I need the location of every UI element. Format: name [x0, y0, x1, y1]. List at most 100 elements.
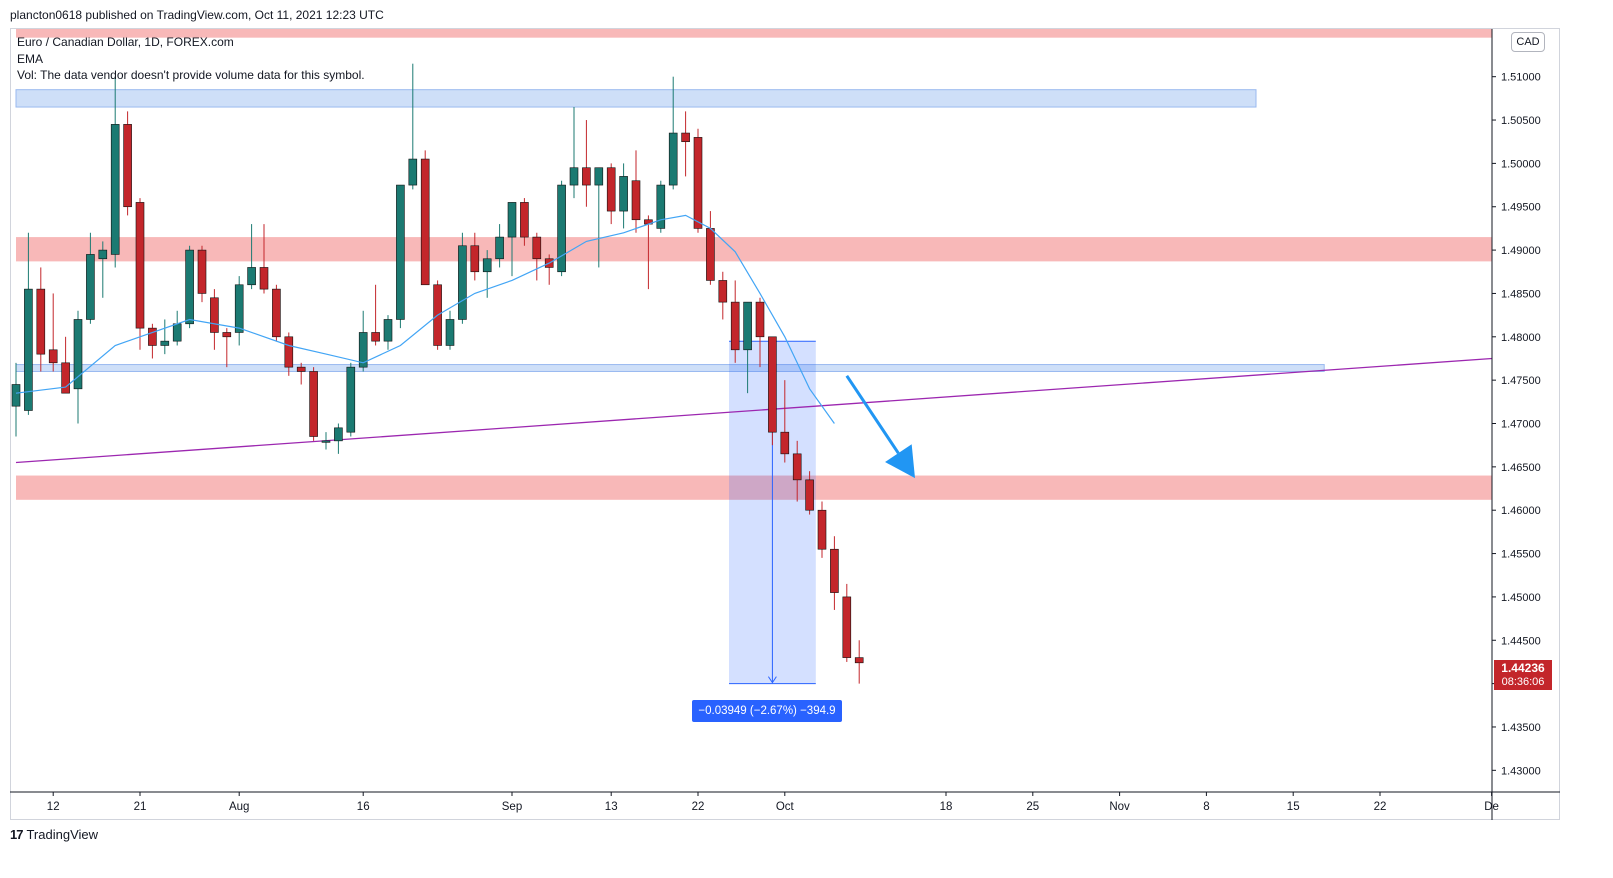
- measure-label: −0.03949 (−2.67%) −394.9: [692, 700, 842, 722]
- candle: [346, 362, 356, 437]
- candle: [854, 640, 864, 684]
- candle: [569, 107, 579, 199]
- candle: [61, 336, 70, 394]
- candle-body-up: [668, 132, 678, 186]
- price-tick-label: 1.48000: [1501, 332, 1541, 344]
- candle-body-down: [606, 167, 616, 212]
- candle-body-up: [396, 184, 405, 320]
- candle: [396, 184, 405, 329]
- candle: [247, 224, 256, 290]
- candle: [321, 432, 331, 450]
- candle-body-up: [98, 249, 108, 260]
- candle: [520, 198, 529, 246]
- candle-body-up: [110, 124, 120, 255]
- candle: [830, 536, 839, 610]
- ascending-trendline: [15, 357, 1493, 464]
- candle-body-up: [557, 184, 566, 273]
- candle-body-up: [458, 245, 467, 320]
- candle-body-down: [792, 453, 802, 481]
- candle-body-up: [445, 319, 455, 346]
- candle: [284, 332, 294, 376]
- candle: [334, 423, 343, 454]
- blue-zone: [15, 364, 1325, 372]
- forecast-arrow-head: [885, 444, 915, 479]
- candle-body-up: [495, 236, 504, 260]
- price-tick-label: 1.43500: [1501, 722, 1541, 734]
- candle: [420, 150, 430, 286]
- candle: [495, 224, 504, 268]
- candle-body-up: [73, 319, 83, 390]
- chart-legend: Euro / Canadian Dollar, 1D, FOREX.com EM…: [17, 34, 365, 84]
- candle-body-down: [780, 431, 790, 455]
- candle: [718, 271, 728, 320]
- candle-body-down: [210, 297, 219, 333]
- price-tick-label: 1.51000: [1501, 72, 1541, 84]
- candle-body-down: [805, 479, 814, 511]
- candle-body-down: [718, 280, 728, 303]
- tradingview-brand: TradingView: [26, 827, 99, 842]
- candle: [842, 583, 852, 662]
- time-tick-label: Nov: [1109, 801, 1130, 813]
- candle: [755, 297, 765, 368]
- candle: [792, 440, 802, 502]
- candle-body-up: [346, 366, 356, 433]
- candle: [148, 323, 157, 359]
- candle: [594, 167, 604, 268]
- candle: [172, 310, 182, 346]
- currency-badge[interactable]: CAD: [1511, 32, 1545, 52]
- time-tick-label: 25: [1026, 801, 1039, 813]
- price-tick-label: 1.45000: [1501, 592, 1541, 604]
- ema-indicator-label[interactable]: EMA: [17, 51, 44, 66]
- candle-body-down: [309, 371, 318, 437]
- candle: [619, 163, 628, 229]
- candle: [24, 232, 33, 415]
- candle: [730, 280, 740, 363]
- candle: [197, 245, 207, 303]
- trendline-layer: [15, 357, 1493, 464]
- symbol-title[interactable]: Euro / Canadian Dollar, 1D, FOREX.com: [17, 35, 234, 49]
- time-tick-label: 22: [692, 801, 705, 813]
- candle-body-down: [681, 132, 690, 143]
- candle-body-down: [582, 167, 591, 186]
- measure-arrowhead: [767, 676, 777, 684]
- candle-body-down: [532, 236, 542, 260]
- time-tick-label: 18: [940, 801, 953, 813]
- candle-body-down: [706, 228, 715, 281]
- ema-layer: [15, 214, 835, 424]
- blue-zone: [15, 89, 1257, 108]
- price-tick-label: 1.44500: [1501, 635, 1541, 647]
- candle: [768, 336, 777, 446]
- price-tick-label: 1.49000: [1501, 245, 1541, 257]
- arrow-layer: [845, 374, 915, 479]
- forecast-arrow-shaft: [845, 374, 900, 454]
- red-zone: [16, 29, 1492, 38]
- last-price-value: 1.44236: [1501, 661, 1545, 675]
- price-tick-label: 1.50500: [1501, 115, 1541, 127]
- candle: [606, 163, 616, 225]
- time-tick-label: 22: [1374, 801, 1387, 813]
- red-zone: [16, 475, 1492, 500]
- ema-line: [15, 214, 835, 424]
- candle: [445, 310, 455, 350]
- candle: [309, 367, 318, 441]
- candle-body-up: [86, 254, 95, 320]
- candle-body-down: [123, 124, 132, 208]
- bar-countdown: 08:36:06: [1501, 676, 1545, 688]
- candle: [123, 111, 132, 216]
- candle-body-up: [383, 319, 393, 342]
- price-tick-label: 1.46500: [1501, 462, 1541, 474]
- time-tick-label: Aug: [229, 801, 249, 813]
- price-tick-label: 1.48500: [1501, 288, 1541, 300]
- candle-body-up: [358, 332, 368, 368]
- candle-body-down: [768, 336, 777, 433]
- chart-pane[interactable]: [10, 28, 1560, 820]
- candle: [458, 232, 467, 324]
- price-tick-label: 1.49500: [1501, 202, 1541, 214]
- zones-layer: [15, 29, 1492, 500]
- last-price-tag: 1.44236 08:36:06: [1494, 660, 1552, 690]
- tradingview-logo[interactable]: 17 TradingView: [10, 827, 98, 842]
- candle: [557, 180, 566, 277]
- candle: [259, 224, 269, 294]
- candle-body-down: [470, 245, 480, 273]
